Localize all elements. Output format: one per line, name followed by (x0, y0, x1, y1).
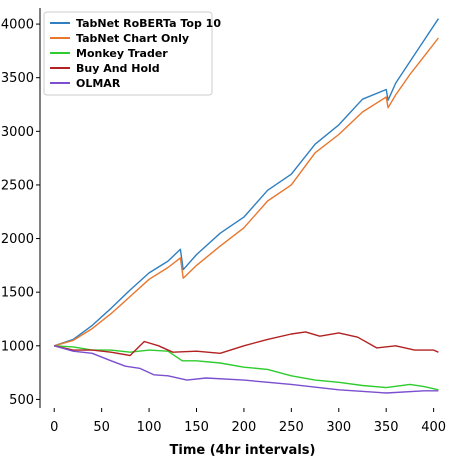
series-line-buy-and-hold (54, 331, 439, 357)
legend-label: Buy And Hold (76, 62, 160, 75)
legend-box (43, 11, 213, 96)
legend-label: TabNet RoBERTa Top 10 (76, 17, 221, 30)
y-tick-label: 1000 (1, 339, 34, 354)
y-tick-label: 2000 (1, 232, 34, 247)
plot-area (53, 18, 439, 394)
y-tick-label: 3500 (1, 71, 34, 86)
x-tick-label: 350 (374, 420, 399, 435)
series-line-olmar (54, 345, 439, 394)
x-axis-title: Time (4hr intervals) (170, 443, 316, 458)
x-tick-label: 250 (279, 420, 304, 435)
series-line-monkey-trader (54, 345, 439, 391)
x-tick-label: 100 (137, 420, 162, 435)
legend-label: Monkey Trader (76, 47, 168, 60)
y-tick-label: 500 (9, 393, 34, 408)
legend-label: TabNet Chart Only (76, 32, 189, 45)
x-tick-label: 200 (232, 420, 257, 435)
x-tick-label: 50 (93, 420, 110, 435)
y-tick-label: 3000 (1, 125, 34, 140)
x-tick-label: 400 (421, 420, 446, 435)
x-tick-label: 150 (184, 420, 209, 435)
series-line-tabnet-roberta-top-10 (53, 18, 439, 347)
axes: 0 50 100 150 200 250 300 350 400 500 1000 1500 2000 2… (1, 8, 446, 435)
series-line-tabnet-chart-only (54, 37, 439, 347)
y-tick-label: 1500 (1, 286, 34, 301)
legend-label: OLMAR (76, 77, 121, 90)
x-tick-label: 0 (50, 420, 58, 435)
y-tick-label: 2500 (1, 178, 34, 193)
legend: TabNet RoBERTa Top 10 TabNet Chart Only Mo… (43, 11, 221, 96)
y-tick-label: 4000 (1, 18, 34, 33)
x-tick-label: 300 (326, 420, 351, 435)
